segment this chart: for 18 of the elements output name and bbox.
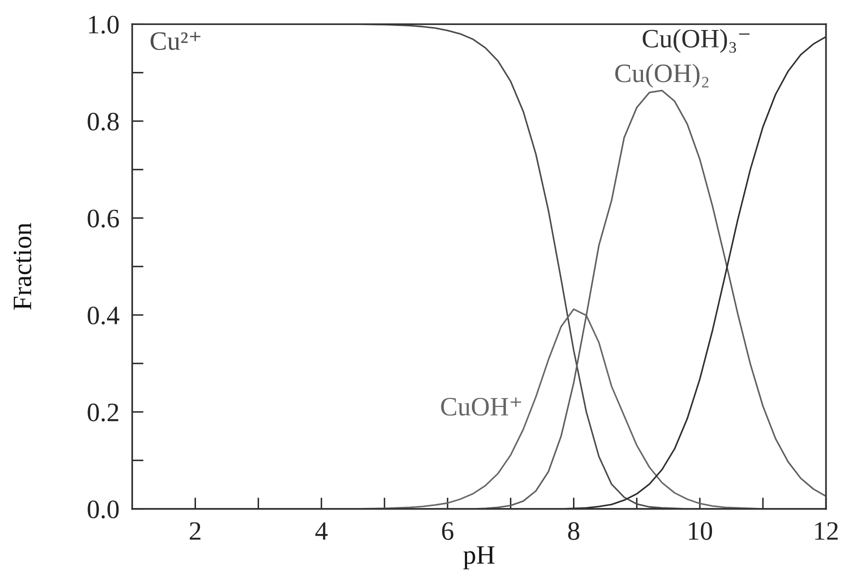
series-label: Cu(OH)₂ — [615, 64, 708, 88]
series-label: Cu(OH)₃⁻ — [642, 28, 750, 53]
y-tick-label: 0.2 — [88, 404, 118, 422]
y-tick-label: 0.0 — [88, 500, 119, 518]
y-axis-title: Fraction — [14, 222, 32, 310]
x-tick-label: 4 — [315, 522, 328, 540]
x-axis-title: pH — [463, 546, 494, 570]
y-tick-label: 0.8 — [88, 112, 119, 131]
y-tick-label: 0.6 — [88, 210, 119, 228]
y-tick-label: 0.4 — [88, 306, 120, 325]
y-tick-label: 1.0 — [89, 16, 119, 34]
x-tick-label: 10 — [688, 522, 712, 540]
x-tick-label: 6 — [442, 522, 454, 540]
series-label: Cu²⁺ — [150, 32, 200, 50]
series-label: CuOH⁺ — [441, 397, 522, 416]
x-tick-label: 2 — [190, 522, 200, 540]
x-tick-label: 8 — [568, 522, 580, 540]
x-tick-label: 12 — [815, 522, 838, 540]
